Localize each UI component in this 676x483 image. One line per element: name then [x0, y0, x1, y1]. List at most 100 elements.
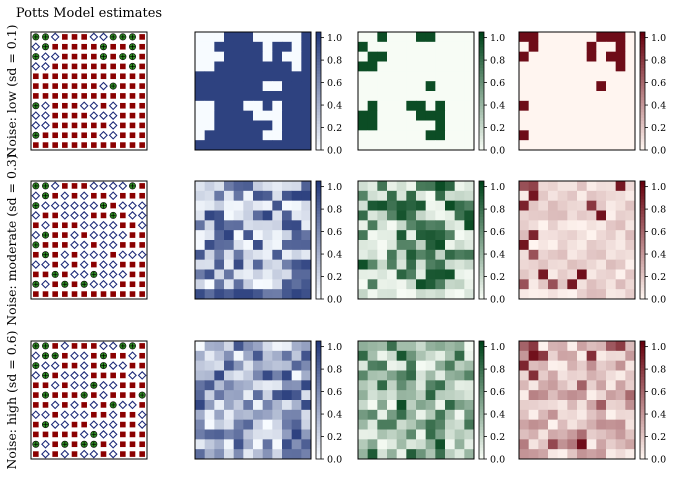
heatmap-cell [445, 41, 456, 53]
marker-square [120, 93, 126, 99]
marker-diamond [137, 220, 147, 230]
heatmap-cell [586, 130, 597, 141]
heatmap-cell [224, 81, 235, 92]
marker-plus [101, 353, 106, 359]
colorbar-segment [640, 429, 645, 433]
marker-plus [130, 34, 135, 40]
heatmap-cell [425, 91, 436, 102]
marker-plus [91, 441, 97, 447]
colorbar-segment [479, 426, 484, 430]
heatmap-cell [272, 100, 283, 112]
heatmap-cell [291, 130, 302, 141]
heatmap-cell [253, 190, 264, 202]
heatmap-cell [406, 130, 417, 141]
heatmap-cell [606, 51, 617, 62]
colorbar-segment [316, 260, 321, 265]
marker-diamond [108, 380, 118, 390]
heatmap-cell [367, 230, 378, 241]
heatmap-cell [586, 429, 597, 440]
colorbar-tick-label: 0.4 [327, 249, 342, 260]
heatmap-cell [425, 32, 436, 43]
colorbar-segment [316, 358, 321, 363]
marker-square [139, 93, 145, 99]
heatmap-cell [272, 350, 283, 362]
heatmap-cell [233, 279, 244, 290]
heatmap-cell [454, 230, 465, 241]
heatmap-cell [586, 200, 597, 211]
colorbar-segment [479, 123, 484, 127]
heatmap-cell [557, 130, 568, 141]
heatmap-cell [204, 400, 215, 411]
heatmap-cell [557, 71, 568, 82]
heatmap-cell [425, 269, 436, 280]
heatmap-cell [528, 61, 539, 72]
colorbar-segment [640, 192, 645, 197]
heatmap-cell [445, 350, 456, 362]
colorbar-segment [640, 181, 645, 185]
colorbar-segment [316, 414, 321, 419]
marker-diamond [89, 101, 99, 111]
marker-diamond [108, 191, 118, 201]
heatmap-cell [615, 240, 626, 251]
heatmap-cell [577, 41, 588, 53]
heatmap-cell [301, 269, 312, 280]
heatmap-cell [528, 341, 539, 352]
heatmap-cell [224, 249, 235, 261]
heatmap-cell [282, 140, 293, 151]
colorbar-segment [316, 349, 321, 354]
colorbar-segment [479, 181, 484, 185]
heatmap-cell [358, 200, 369, 211]
marker-diamond [118, 201, 128, 210]
heatmap-cell [548, 419, 559, 430]
heatmap-cell [464, 380, 475, 391]
heatmap-cell [387, 61, 398, 72]
heatmap-cell [606, 110, 617, 121]
heatmap-cell [282, 61, 293, 72]
heatmap-cell [367, 400, 378, 411]
heatmap-cell [224, 289, 235, 300]
heatmap-cell [519, 100, 530, 112]
heatmap-cell [464, 210, 475, 221]
heatmap-cell [291, 249, 302, 261]
heatmap-cell [377, 289, 388, 300]
colorbar-frame [478, 340, 485, 460]
marker-square [81, 34, 87, 40]
heatmap-cell [233, 220, 244, 231]
heatmap-cell [567, 439, 578, 450]
heatmap-cell [567, 279, 578, 290]
heatmap-cell [425, 81, 436, 92]
colorbar-segment [316, 453, 321, 457]
colorbar-segment [479, 210, 484, 214]
colorbar-segment [316, 70, 321, 74]
colorbar-segment [479, 257, 484, 262]
heatmap-cell [454, 71, 465, 82]
marker-diamond [89, 250, 99, 260]
colorbar-segment [479, 183, 484, 188]
heatmap-cell [445, 61, 456, 72]
colorbar-segment [479, 207, 484, 211]
colorbar-segment [479, 138, 484, 142]
colorbar-segment [640, 376, 645, 380]
colorbar-tick-label: 0.0 [490, 454, 505, 465]
colorbar-segment [316, 198, 321, 203]
heatmap-cell [596, 130, 607, 141]
colorbar-segment [316, 367, 321, 371]
heatmap-cell [596, 240, 607, 251]
heatmap-cell [204, 220, 215, 231]
heatmap-cell [233, 81, 244, 92]
marker-square [71, 132, 78, 139]
colorbar-segment [479, 343, 484, 348]
marker-square [129, 291, 136, 297]
marker-plus [130, 54, 135, 59]
heatmap-cell [548, 210, 559, 221]
heatmap-cell [262, 279, 273, 290]
heatmap-cell [425, 439, 436, 450]
heatmap-cell [387, 210, 398, 221]
heatmap-cell [204, 259, 215, 270]
heatmap-cell [396, 181, 407, 192]
colorbar-segment [640, 408, 645, 413]
heatmap-cell [224, 120, 235, 131]
heatmap-cell [243, 439, 254, 450]
colorbar-segment [316, 105, 321, 110]
heatmap-cell [214, 400, 225, 411]
